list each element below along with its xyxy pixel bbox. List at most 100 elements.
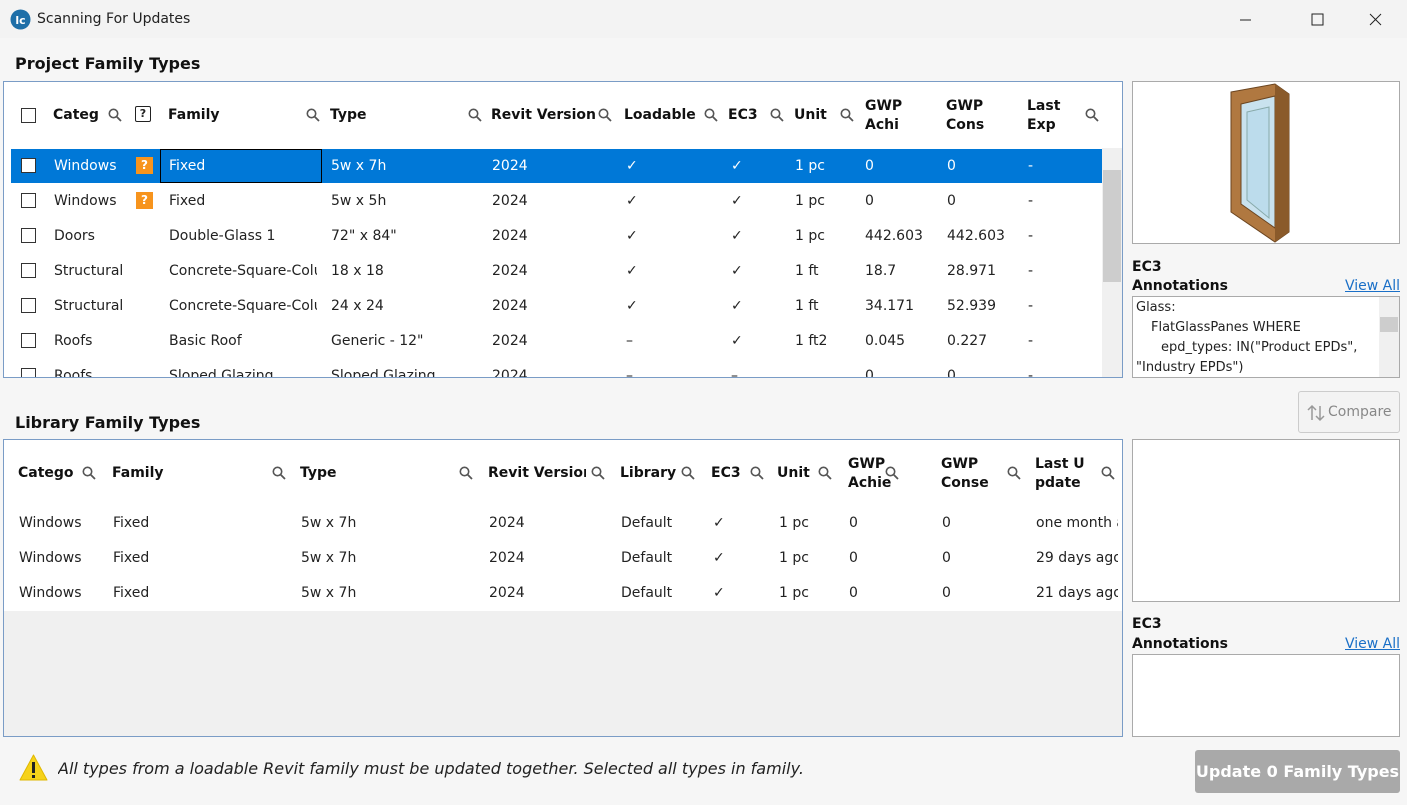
cell: -: [1028, 298, 1034, 314]
view-all-link[interactable]: View All: [1344, 278, 1400, 294]
search-icon[interactable]: [704, 108, 718, 122]
cell: 0: [947, 158, 956, 174]
search-icon[interactable]: [770, 108, 784, 122]
cell: Generic - 12": [331, 333, 424, 349]
search-icon[interactable]: [468, 108, 482, 122]
view-all-link[interactable]: View All: [1344, 636, 1400, 652]
scrollbar[interactable]: [1379, 297, 1399, 377]
cell: –: [626, 368, 633, 378]
table-row[interactable]: [4, 541, 1122, 576]
cell: 2024: [489, 585, 525, 601]
warning-text: All types from a loadable Revit family m…: [58, 759, 804, 778]
row-checkbox[interactable]: [21, 193, 36, 208]
annotation-line: "Industry EPDs"): [1136, 360, 1244, 375]
cell: -: [1028, 193, 1034, 209]
search-icon[interactable]: [598, 108, 612, 122]
warning-icon: [19, 754, 48, 781]
table-row[interactable]: [11, 149, 1102, 183]
cell: Fixed: [113, 550, 150, 566]
search-icon[interactable]: [885, 466, 899, 480]
cell: Concrete-Square-Colu: [169, 298, 317, 314]
column-header: Family: [168, 107, 220, 123]
update-button[interactable]: Update 0 Family Types: [1195, 750, 1400, 793]
cell: ✓: [626, 263, 638, 279]
cell: 0.045: [865, 333, 906, 349]
row-checkbox[interactable]: [21, 228, 36, 243]
select-all-checkbox[interactable]: [21, 108, 36, 123]
cell: ✓: [713, 585, 725, 601]
cell: Sloped Glazing: [169, 368, 274, 378]
search-icon[interactable]: [681, 466, 695, 480]
section-label: EC3: [1132, 616, 1162, 632]
cell: 0: [942, 585, 951, 601]
search-icon[interactable]: [1007, 466, 1021, 480]
cell: 442.603: [865, 228, 923, 244]
table-row[interactable]: [4, 506, 1122, 541]
search-icon[interactable]: [306, 108, 320, 122]
search-icon[interactable]: [272, 466, 286, 480]
column-header: Revit Version: [491, 107, 596, 123]
column-header: Family: [112, 465, 164, 481]
search-icon[interactable]: [750, 466, 764, 480]
search-icon[interactable]: [1085, 108, 1099, 122]
cell: ✓: [626, 193, 638, 209]
row-checkbox[interactable]: [21, 263, 36, 278]
column-header: Categor: [18, 465, 74, 481]
column-header: Library: [620, 465, 677, 481]
cell: 5w x 7h: [301, 515, 357, 531]
cell: Double-Glass 1: [169, 228, 276, 244]
cell: 0.227: [947, 333, 988, 349]
project-table[interactable]: Categ Family Type Revit Version Loadable EC3 U…: [3, 81, 1123, 378]
row-checkbox[interactable]: [21, 158, 36, 173]
cell: -: [1028, 158, 1034, 174]
cell: 1 ft: [795, 263, 819, 279]
cell: 72" x 84": [331, 228, 397, 244]
scroll-thumb[interactable]: [1380, 317, 1398, 332]
cell: Fixed: [169, 193, 206, 209]
column-header: GWP Cons: [946, 98, 985, 133]
column-header: Categ: [53, 107, 99, 123]
search-icon[interactable]: [82, 466, 96, 480]
annotations-label: Annotations: [1132, 636, 1228, 652]
library-table[interactable]: Categor Family Type Revit Version Library EC3…: [3, 439, 1123, 737]
cell: 1 ft2: [795, 333, 828, 349]
search-icon[interactable]: [1101, 466, 1115, 480]
scroll-thumb[interactable]: [1103, 170, 1121, 282]
cell: 2024: [492, 228, 528, 244]
annotations-box[interactable]: Glass: FlatGlassPanes WHERE epd_types: IN(…: [1132, 296, 1400, 378]
cell: 21 days ago: [1036, 585, 1118, 601]
cell: 1 ft: [795, 298, 819, 314]
search-icon[interactable]: [840, 108, 854, 122]
cell: –: [626, 333, 633, 349]
header-bg: [4, 440, 1122, 506]
cell: 5w x 5h: [331, 193, 387, 209]
window-controls[interactable]: [1240, 10, 1400, 30]
svg-text:lc: lc: [15, 14, 25, 27]
compare-button[interactable]: Compare: [1298, 391, 1400, 433]
search-icon[interactable]: [108, 108, 122, 122]
cell: -: [1028, 368, 1034, 378]
cell: 2024: [492, 333, 528, 349]
cell: -: [1028, 333, 1034, 349]
row-checkbox[interactable]: [21, 368, 36, 377]
column-header: EC3: [728, 107, 758, 123]
search-icon[interactable]: [818, 466, 832, 480]
column-header: Type: [300, 465, 337, 481]
cell: Windows: [54, 158, 117, 174]
search-icon[interactable]: [459, 466, 473, 480]
cell: ✓: [731, 263, 743, 279]
cell: 0: [849, 585, 858, 601]
cell: -: [1028, 228, 1034, 244]
cell: 0: [942, 550, 951, 566]
cell: 52.939: [947, 298, 996, 314]
table-row[interactable]: [4, 576, 1122, 611]
cell: 2024: [492, 298, 528, 314]
cell: 0: [865, 368, 874, 378]
annotations-box[interactable]: [1132, 654, 1400, 737]
row-checkbox[interactable]: [21, 298, 36, 313]
search-icon[interactable]: [591, 466, 605, 480]
row-checkbox[interactable]: [21, 333, 36, 348]
cell: 2024: [492, 158, 528, 174]
cell: 0: [865, 158, 874, 174]
